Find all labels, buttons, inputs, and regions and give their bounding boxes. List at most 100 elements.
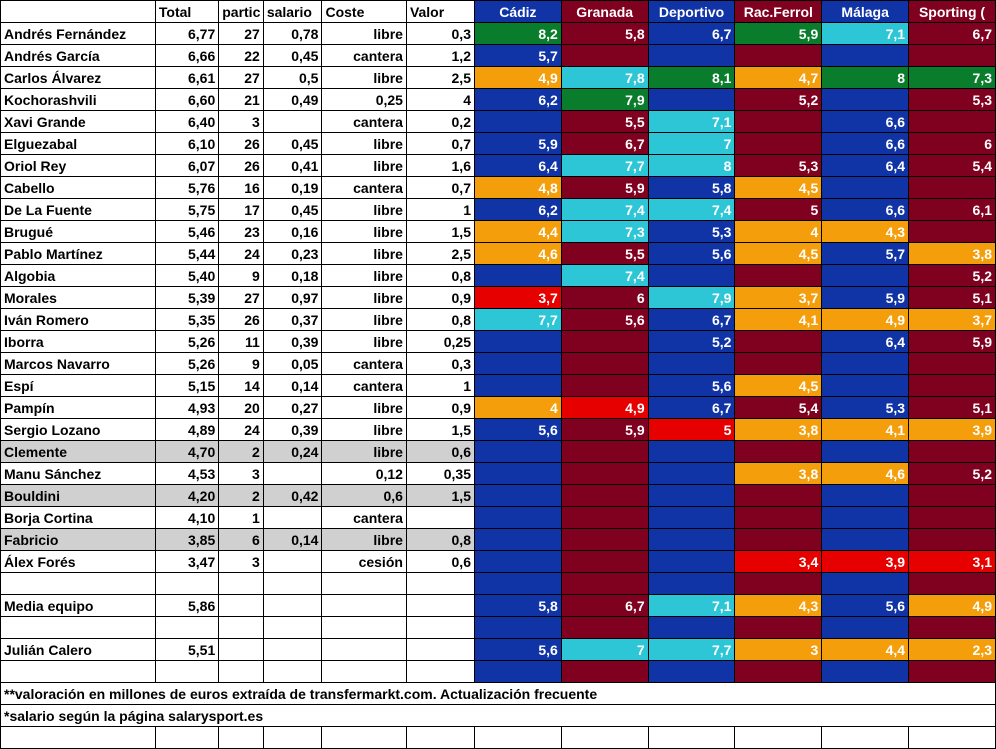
empty-cell xyxy=(263,727,322,749)
cell-salario xyxy=(263,639,322,661)
cell-valor: 0,6 xyxy=(406,551,474,573)
cell-team xyxy=(474,331,561,353)
cell-team-last xyxy=(909,111,996,133)
cell-total: 5,76 xyxy=(155,177,218,199)
empty-cell xyxy=(735,727,822,749)
cell-team xyxy=(735,617,822,639)
cell-team: 3,4 xyxy=(735,551,822,573)
empty-cell xyxy=(909,727,996,749)
cell-salario: 0,39 xyxy=(263,331,322,353)
cell-name: Iván Romero xyxy=(1,309,156,331)
cell-parti: 26 xyxy=(219,133,264,155)
cell-team xyxy=(561,463,648,485)
cell-team: 6,7 xyxy=(648,397,735,419)
cell-valor xyxy=(406,573,474,595)
cell-total: 4,53 xyxy=(155,463,218,485)
cell-team: 5,9 xyxy=(474,133,561,155)
table-row xyxy=(1,661,996,683)
cell-team xyxy=(735,265,822,287)
cell-team xyxy=(561,661,648,683)
table-row: Oriol Rey6,07260,41libre1,66,47,785,36,4… xyxy=(1,155,996,177)
cell-valor: 1,5 xyxy=(406,419,474,441)
cell-team xyxy=(561,375,648,397)
cell-team-last xyxy=(909,375,996,397)
cell-total: 5,40 xyxy=(155,265,218,287)
cell-team: 5,3 xyxy=(822,397,909,419)
cell-team-last: 3,7 xyxy=(909,309,996,331)
cell-team: 4,4 xyxy=(474,221,561,243)
table-row: Kochorashvili6,60210,490,2546,27,95,25,3 xyxy=(1,89,996,111)
cell-team xyxy=(561,551,648,573)
cell-valor: 2,5 xyxy=(406,67,474,89)
cell-team-last xyxy=(909,617,996,639)
cell-team xyxy=(822,507,909,529)
table-row: Marcos Navarro5,2690,05cantera0,3 xyxy=(1,353,996,375)
cell-parti: 2 xyxy=(219,441,264,463)
cell-team: 3,8 xyxy=(735,463,822,485)
cell-team xyxy=(648,573,735,595)
cell-team: 7,4 xyxy=(561,199,648,221)
cell-team: 3 xyxy=(735,639,822,661)
cell-valor: 1,2 xyxy=(406,45,474,67)
cell-coste: libre xyxy=(322,331,406,353)
cell-team-last xyxy=(909,45,996,67)
cell-team xyxy=(474,265,561,287)
cell-team xyxy=(648,463,735,485)
cell-team: 5,8 xyxy=(474,595,561,617)
cell-valor: 0,6 xyxy=(406,441,474,463)
cell-team: 7,1 xyxy=(648,111,735,133)
cell-valor: 1,5 xyxy=(406,221,474,243)
cell-parti: 2 xyxy=(219,485,264,507)
cell-team: 5,7 xyxy=(822,243,909,265)
cell-parti: 27 xyxy=(219,67,264,89)
cell-name: Cabello xyxy=(1,177,156,199)
hdr-salario: salario xyxy=(263,1,322,23)
cell-coste: libre xyxy=(322,67,406,89)
cell-coste: 0,12 xyxy=(322,463,406,485)
cell-coste: libre xyxy=(322,265,406,287)
cell-valor: 1 xyxy=(406,199,474,221)
cell-salario: 0,19 xyxy=(263,177,322,199)
cell-total: 3,85 xyxy=(155,529,218,551)
hdr-name xyxy=(1,1,156,23)
table-row: Julián Calero5,515,677,734,42,3 xyxy=(1,639,996,661)
cell-salario: 0,42 xyxy=(263,485,322,507)
cell-parti: 27 xyxy=(219,23,264,45)
cell-total: 5,15 xyxy=(155,375,218,397)
cell-team xyxy=(561,331,648,353)
cell-parti: 23 xyxy=(219,221,264,243)
cell-team-last: 3,1 xyxy=(909,551,996,573)
table-row: Andrés García6,66220,45cantera1,25,7 xyxy=(1,45,996,67)
table-row: Carlos Álvarez6,61270,5libre2,54,97,88,1… xyxy=(1,67,996,89)
cell-team: 8 xyxy=(822,67,909,89)
cell-team xyxy=(648,441,735,463)
cell-team-last xyxy=(909,529,996,551)
cell-valor: 0,35 xyxy=(406,463,474,485)
empty-row xyxy=(1,727,996,749)
cell-total xyxy=(155,661,218,683)
cell-team: 6,2 xyxy=(474,89,561,111)
cell-name: Álex Forés xyxy=(1,551,156,573)
table-body: Andrés Fernández6,77270,78libre0,38,25,8… xyxy=(1,23,996,749)
cell-name: Oriol Rey xyxy=(1,155,156,177)
cell-parti: 3 xyxy=(219,463,264,485)
cell-coste: libre xyxy=(322,309,406,331)
cell-team: 7,8 xyxy=(561,67,648,89)
cell-team: 4,7 xyxy=(735,67,822,89)
cell-team xyxy=(735,507,822,529)
cell-coste xyxy=(322,573,406,595)
cell-team xyxy=(822,529,909,551)
cell-team-last: 6,7 xyxy=(909,23,996,45)
cell-team xyxy=(648,89,735,111)
cell-team xyxy=(474,617,561,639)
cell-name: Bouldini xyxy=(1,485,156,507)
cell-name: Pampín xyxy=(1,397,156,419)
cell-team xyxy=(474,529,561,551)
cell-name: Media equipo xyxy=(1,595,156,617)
cell-name: Xavi Grande xyxy=(1,111,156,133)
cell-valor: 0,8 xyxy=(406,265,474,287)
empty-cell xyxy=(561,727,648,749)
cell-name: Manu Sánchez xyxy=(1,463,156,485)
cell-team: 7 xyxy=(561,639,648,661)
table-row: De La Fuente5,75170,45libre16,27,47,456,… xyxy=(1,199,996,221)
